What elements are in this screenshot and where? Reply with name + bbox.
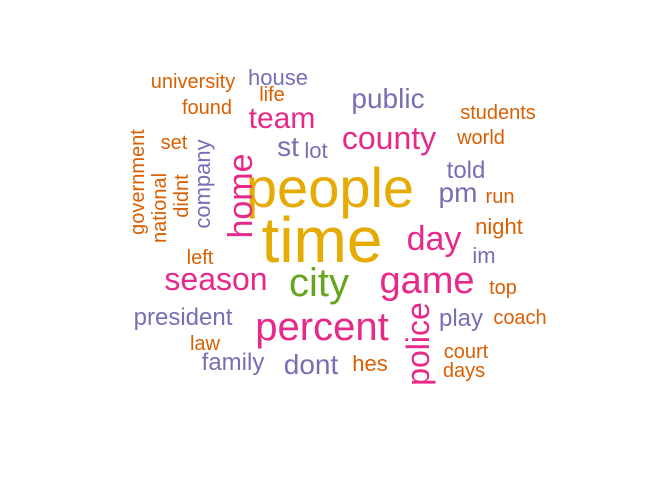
word-team: team bbox=[248, 102, 316, 135]
word-left: left bbox=[186, 247, 214, 269]
word-students: students bbox=[460, 102, 536, 124]
word-lot: lot bbox=[304, 138, 328, 163]
word-hes: hes bbox=[352, 351, 388, 376]
word-university: university bbox=[150, 71, 236, 93]
word-government: government bbox=[127, 129, 149, 235]
word-found: found bbox=[181, 97, 233, 119]
word-set: set bbox=[160, 132, 188, 154]
word-game: game bbox=[379, 260, 475, 302]
word-county: county bbox=[341, 120, 437, 156]
word-police: police bbox=[400, 302, 436, 386]
word-national: national bbox=[149, 172, 171, 244]
word-city: city bbox=[289, 261, 349, 305]
word-st: st bbox=[277, 131, 299, 162]
word-time: time bbox=[261, 204, 383, 276]
word-company: company bbox=[190, 139, 215, 229]
word-president: president bbox=[133, 304, 233, 331]
word-public: public bbox=[351, 83, 425, 114]
word-percent: percent bbox=[255, 305, 389, 349]
word-pm: pm bbox=[438, 177, 478, 208]
word-run: run bbox=[485, 186, 515, 208]
word-life: life bbox=[259, 84, 285, 106]
word-law: law bbox=[189, 333, 221, 355]
word-dont: dont bbox=[283, 349, 339, 380]
word-night: night bbox=[475, 214, 523, 239]
word-court: court bbox=[443, 341, 489, 363]
word-didnt: didnt bbox=[171, 174, 193, 218]
word-day: day bbox=[406, 220, 462, 258]
word-coach: coach bbox=[493, 307, 547, 329]
word-world: world bbox=[457, 127, 505, 149]
word-house: house bbox=[248, 65, 308, 90]
word-top: top bbox=[489, 277, 517, 299]
word-im: im bbox=[472, 243, 496, 268]
word-family: family bbox=[201, 349, 265, 376]
word-told: told bbox=[446, 157, 486, 184]
word-play: play bbox=[438, 305, 484, 332]
word-season: season bbox=[164, 261, 268, 297]
word-days: days bbox=[442, 360, 486, 382]
word-people: people bbox=[245, 156, 415, 219]
word-home: home bbox=[222, 153, 260, 239]
